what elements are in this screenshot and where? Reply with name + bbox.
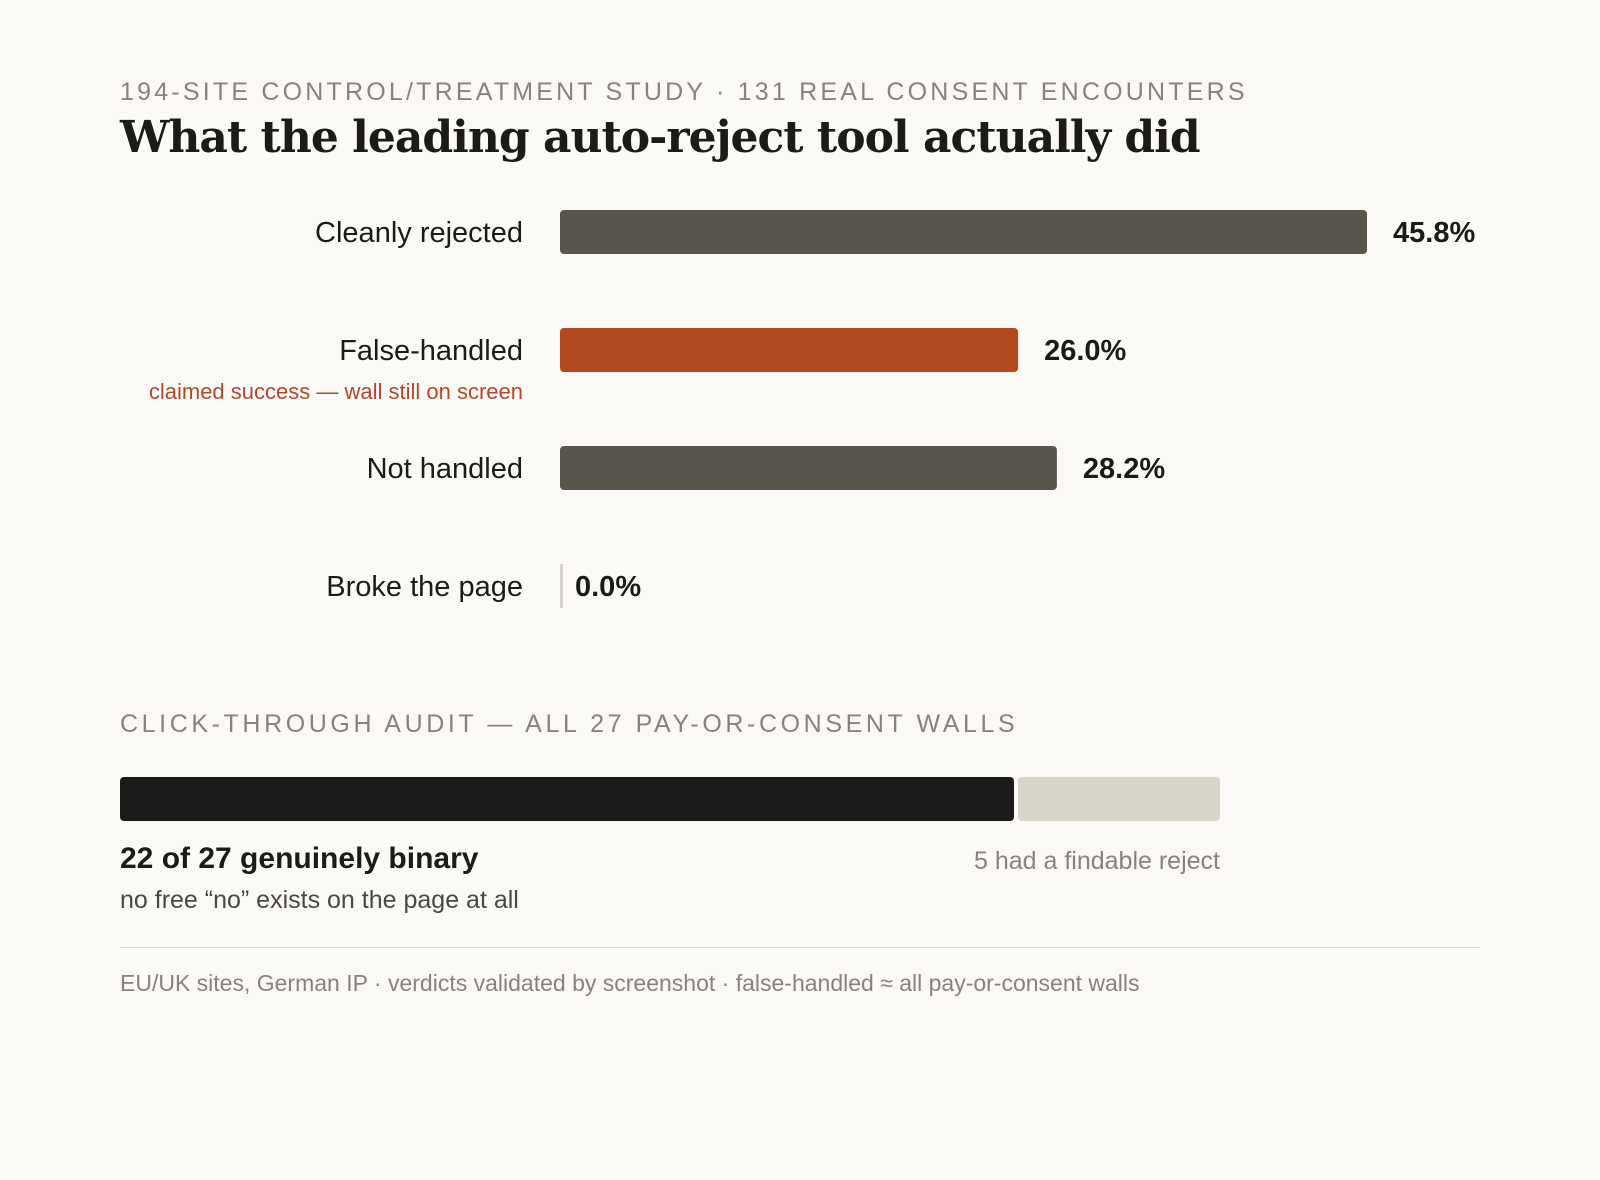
value-label-broke-the-page: 0.0% (575, 571, 641, 603)
chart-kicker: 194-SITE CONTROL/TREATMENT STUDY · 131 R… (120, 78, 1248, 106)
bar-not-handled (560, 446, 1057, 490)
outcome-bar-chart: Cleanly rejected 45.8% False-handled claime… (149, 210, 1475, 608)
audit-stacked-bar (120, 777, 1220, 821)
bar-cleanly-rejected (560, 210, 1367, 254)
audit-segment-findable-reject (1018, 777, 1220, 821)
footer-note: EU/UK sites, German IP · verdicts valida… (120, 970, 1140, 996)
category-sublabel-false-handled: claimed success — wall still on screen (149, 379, 523, 404)
footer-divider (120, 947, 1480, 948)
audit-segment-binary (120, 777, 1015, 821)
value-label-cleanly-rejected: 45.8% (1393, 217, 1475, 249)
audit-main-label: 22 of 27 genuinely binary (120, 842, 479, 875)
value-label-not-handled: 28.2% (1083, 453, 1165, 485)
category-label-false-handled: False-handled (339, 335, 523, 367)
audit-right-label: 5 had a findable reject (973, 847, 1220, 875)
category-label-cleanly-rejected: Cleanly rejected (315, 217, 523, 249)
audit-sub-label: no free “no” exists on the page at all (120, 886, 519, 914)
category-label-broke-the-page: Broke the page (326, 571, 523, 603)
chart-title: What the leading auto-reject tool actual… (120, 112, 1201, 163)
category-label-not-handled: Not handled (367, 453, 523, 485)
bar-false-handled (560, 328, 1019, 372)
value-label-false-handled: 26.0% (1044, 335, 1126, 367)
bar-broke-the-page (560, 564, 563, 608)
audit-section-heading: CLICK-THROUGH AUDIT — ALL 27 PAY-OR-CONS… (120, 710, 1019, 738)
